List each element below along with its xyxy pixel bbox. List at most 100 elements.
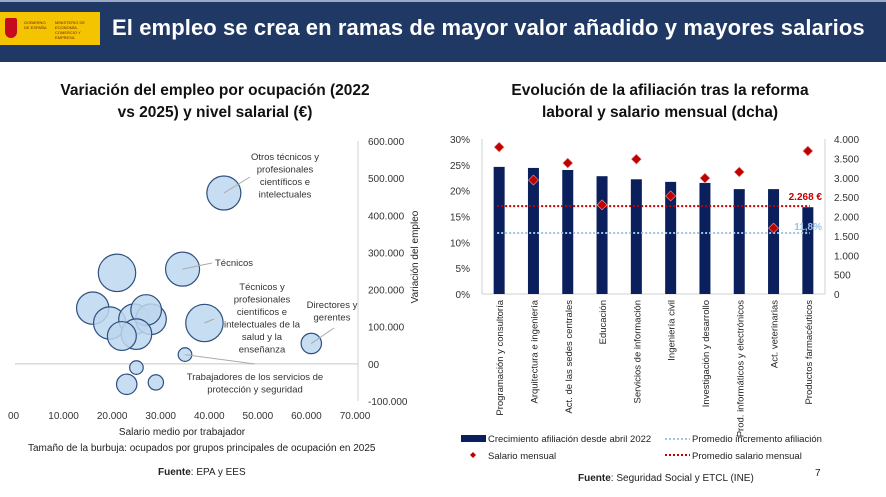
legend-swatch-salary bbox=[470, 452, 476, 458]
x-tick-label: 40.000 bbox=[194, 411, 225, 422]
bar bbox=[733, 189, 745, 294]
y-tick-label: 400.000 bbox=[368, 211, 405, 222]
legend-swatch-bar bbox=[461, 435, 486, 442]
bar bbox=[527, 167, 539, 294]
salary-marker bbox=[562, 157, 574, 169]
right-tick-label: 0 bbox=[834, 290, 840, 301]
salary-marker bbox=[630, 153, 642, 165]
bubble-label-line: enseñanza bbox=[239, 345, 286, 356]
bubble-label-line: salud y la bbox=[242, 332, 283, 343]
category-label: Servicios de información bbox=[632, 300, 643, 404]
bar bbox=[596, 176, 608, 294]
category-label: Act. veterinarias bbox=[770, 300, 781, 368]
bubble bbox=[97, 253, 137, 293]
left-tick-label: 10% bbox=[450, 238, 470, 249]
bubble-label-line: Técnicos y bbox=[239, 282, 285, 293]
bubble-label-line: intelectuales de la bbox=[224, 320, 301, 331]
right-tick-label: 3.000 bbox=[834, 174, 859, 185]
right-tick-label: 2.000 bbox=[834, 213, 859, 224]
salary-marker bbox=[802, 145, 814, 157]
bubble-label-line: profesionales bbox=[234, 295, 291, 306]
y-tick-label: 300.000 bbox=[368, 248, 405, 259]
bubble-label-line: Otros técnicos y bbox=[251, 152, 319, 163]
left-source-label: Fuente bbox=[158, 467, 191, 478]
y-axis-title: Variación del empleo bbox=[410, 210, 421, 303]
y-tick-label: 100.000 bbox=[368, 323, 405, 334]
logo-government-text: GOBIERNO DE ESPAÑA bbox=[24, 20, 47, 30]
bar bbox=[493, 166, 505, 294]
right-chart-title: Evolución de la afiliación tras la refor… bbox=[450, 80, 870, 124]
left-chart-title-line2: vs 2025) y nivel salarial (€) bbox=[117, 104, 313, 121]
salary-marker bbox=[528, 174, 539, 186]
bubble-label-line: Técnicos bbox=[215, 258, 253, 269]
bar-chart: 0% 5% 10% 15% 20% 25% 30% 0 500 1.000 1.500 2.000 2.… bbox=[450, 135, 859, 462]
salary-marker bbox=[733, 166, 745, 178]
left-tick-label: 25% bbox=[450, 161, 470, 172]
left-chart-title: Variación del empleo por ocupación (2022… bbox=[10, 80, 420, 124]
category-label: Ingeniería civil bbox=[667, 300, 678, 361]
bubble-label-line: Directores y bbox=[307, 300, 358, 311]
coat-of-arms-icon bbox=[5, 18, 17, 38]
right-tick-label: 2.500 bbox=[834, 193, 859, 204]
bubble-label-line: Trabajadores de los servicios de bbox=[187, 372, 323, 383]
bar bbox=[699, 182, 711, 294]
legend-label-salary: Salario mensual bbox=[488, 451, 556, 462]
slide-header: GOBIERNO DE ESPAÑA MINISTERIO DE ECONOMÍ… bbox=[0, 0, 886, 62]
right-tick-label: 1.000 bbox=[834, 251, 859, 262]
right-tick-label: 500 bbox=[834, 271, 851, 282]
x-tick-label: 50.000 bbox=[243, 411, 274, 422]
leader-line bbox=[311, 327, 335, 344]
avg-growth-label: 11,8% bbox=[794, 222, 822, 233]
bubble bbox=[177, 347, 193, 362]
leader-line bbox=[182, 262, 213, 270]
bubble-label-line: intelectuales bbox=[259, 190, 312, 201]
category-label: Investigación y desarrollo bbox=[701, 300, 712, 407]
bubble bbox=[147, 374, 165, 391]
category-label: Arquitectura e ingeniería bbox=[529, 299, 540, 403]
legend-label-avg-salary: Promedio salario mensual bbox=[692, 451, 802, 462]
left-source-text: : EPA y EES bbox=[190, 467, 246, 478]
chart-legend: Crecimiento afiliación desde abril 2022 P… bbox=[461, 434, 822, 462]
avg-salary-label: 2.268 € bbox=[789, 192, 823, 203]
salary-marker bbox=[596, 199, 608, 211]
left-source: Fuente: EPA y EES bbox=[158, 467, 246, 478]
y-tick-label: -100.000 bbox=[368, 397, 408, 408]
x-tick-label: 20.000 bbox=[97, 411, 128, 422]
right-chart-title-line1: Evolución de la afiliación tras la refor… bbox=[511, 82, 809, 99]
x-tick-label: 10.000 bbox=[48, 411, 79, 422]
bubble-label-line: científicos e bbox=[237, 307, 287, 318]
bubble-label-line: protección y seguridad bbox=[207, 385, 303, 396]
bar bbox=[768, 189, 780, 294]
category-label: Programación y consultoría bbox=[495, 299, 506, 415]
bubble-label-line: profesionales bbox=[257, 165, 314, 176]
salary-marker bbox=[768, 222, 779, 234]
bubble bbox=[106, 320, 137, 352]
bubble bbox=[115, 373, 138, 396]
y-tick-label: 600.000 bbox=[368, 137, 405, 148]
x-tick-label: 60.000 bbox=[291, 411, 322, 422]
right-tick-label: 4.000 bbox=[834, 135, 859, 146]
salary-marker bbox=[665, 190, 677, 202]
page-number: 7 bbox=[815, 468, 821, 479]
left-tick-label: 15% bbox=[450, 213, 470, 224]
bubble-chart: 600.000 500.000 400.000 300.000 200.000 100.0… bbox=[8, 137, 421, 438]
bubble-label: Trabajadores de los servicios de protecci… bbox=[187, 372, 323, 396]
category-label: Act. de las sedes centrales bbox=[564, 300, 575, 414]
x-axis-title: Salario medio por trabajador bbox=[119, 427, 246, 438]
right-chart-title-line2: laboral y salario mensual (dcha) bbox=[541, 104, 779, 121]
right-source: Fuente: Seguridad Social y ETCL (INE) bbox=[578, 473, 754, 484]
left-tick-label: 20% bbox=[450, 187, 470, 198]
legend-label-bar: Crecimiento afiliación desde abril 2022 bbox=[488, 434, 651, 445]
leader-line bbox=[223, 176, 251, 194]
y-tick-label: 200.000 bbox=[368, 286, 405, 297]
bubble-label: Directores y gerentes bbox=[307, 300, 358, 324]
x-tick-label: 70.000 bbox=[340, 411, 371, 422]
bubble-label: Técnicos bbox=[215, 258, 253, 269]
left-chart-title-line1: Variación del empleo por ocupación (2022 bbox=[60, 82, 370, 99]
bar bbox=[630, 179, 642, 294]
category-label: Educación bbox=[598, 300, 609, 344]
right-source-text: : Seguridad Social y ETCL (INE) bbox=[610, 473, 754, 484]
salary-marker bbox=[699, 172, 711, 184]
bubble bbox=[129, 360, 144, 375]
